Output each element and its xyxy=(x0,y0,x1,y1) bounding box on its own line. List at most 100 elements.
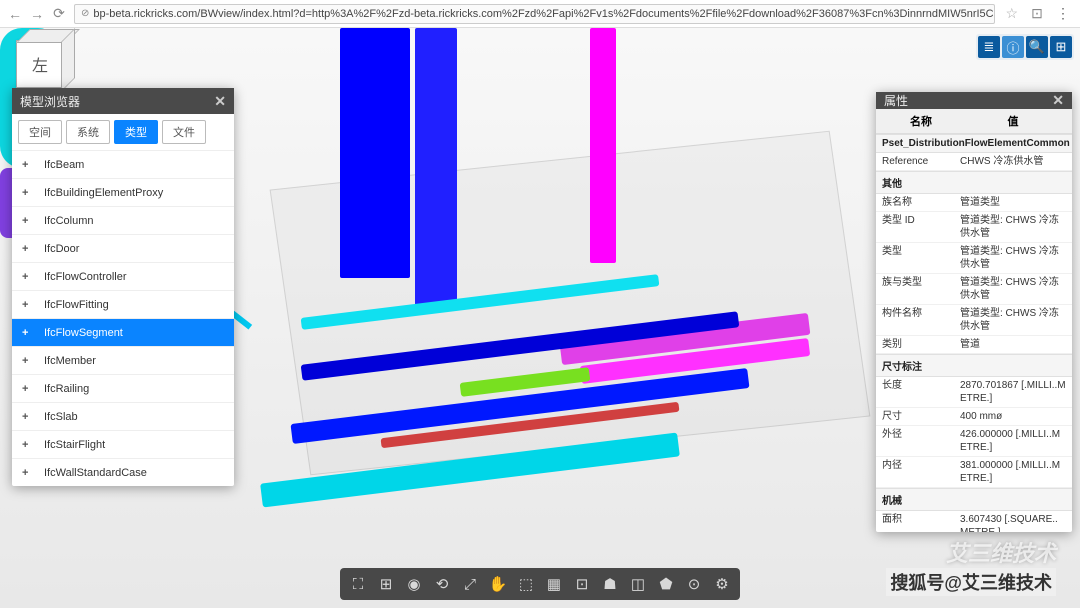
property-section: 尺寸标注 xyxy=(876,354,1072,377)
expand-icon[interactable]: + xyxy=(22,439,36,451)
property-key: 类型 xyxy=(882,245,960,271)
list-item[interactable]: + IfcBuildingElementProxy xyxy=(12,178,234,206)
list-item[interactable]: + IfcFlowController xyxy=(12,262,234,290)
measure-button[interactable]: ⊞ xyxy=(1050,36,1072,58)
tool-button-9[interactable]: ☗ xyxy=(598,572,622,596)
property-row: 类别管道 xyxy=(876,336,1072,354)
col-name: 名称 xyxy=(882,113,960,129)
expand-icon[interactable]: + xyxy=(22,467,36,479)
property-section: 机械 xyxy=(876,488,1072,511)
list-item-label: IfcFlowSegment xyxy=(44,327,123,339)
list-item[interactable]: + IfcStairFlight xyxy=(12,430,234,458)
tab-类型[interactable]: 类型 xyxy=(114,120,158,144)
expand-icon[interactable]: + xyxy=(22,383,36,395)
tool-button-11[interactable]: ⬟ xyxy=(654,572,678,596)
tool-button-7[interactable]: ▦ xyxy=(542,572,566,596)
list-item-label: IfcBeam xyxy=(44,159,84,171)
list-item[interactable]: +IfcColumn xyxy=(12,206,234,234)
property-value: 管道类型: CHWS 冷冻供水管 xyxy=(960,276,1066,302)
property-row: 族名称管道类型 xyxy=(876,194,1072,212)
extension-icon[interactable]: ⊡ xyxy=(1028,5,1046,23)
tool-button-4[interactable]: ⤢ xyxy=(458,572,482,596)
property-value: 3.607430 [.SQUARE..METRE.] xyxy=(960,513,1066,532)
model-browser-tabs: 空间系统类型文件 xyxy=(12,114,234,150)
list-item-label: IfcFlowController xyxy=(44,271,127,283)
top-toolbar: ≣ ⓘ 🔍 ⊞ xyxy=(976,34,1074,60)
browser-menu-icon[interactable]: ⋮ xyxy=(1052,5,1074,22)
url-text: bp-beta.rickricks.com/BWview/index.html?… xyxy=(93,8,995,20)
search-button[interactable]: 🔍 xyxy=(1026,36,1048,58)
list-item[interactable]: + IfcFlowFitting xyxy=(12,290,234,318)
expand-icon[interactable]: + xyxy=(22,243,36,255)
list-item[interactable]: + IfcFlowSegment xyxy=(12,318,234,346)
view-cube[interactable]: 左 xyxy=(16,40,64,88)
tool-button-0[interactable]: ⛶ xyxy=(346,572,370,596)
watermark-text: 搜狐号@艾三维技术 xyxy=(886,568,1056,596)
expand-icon[interactable]: + xyxy=(22,215,36,227)
property-value: 管道类型: CHWS 冷冻供水管 xyxy=(960,214,1066,240)
view-cube-face: 左 xyxy=(32,52,48,76)
expand-icon[interactable]: + xyxy=(22,271,36,283)
property-key: 面积 xyxy=(882,513,960,532)
list-item-label: IfcStairFlight xyxy=(44,439,105,451)
tool-button-12[interactable]: ⊙ xyxy=(682,572,706,596)
list-item[interactable]: +IfcRailing xyxy=(12,374,234,402)
bookmark-icon[interactable]: ☆ xyxy=(1001,5,1022,22)
tool-button-3[interactable]: ⟲ xyxy=(430,572,454,596)
expand-icon[interactable]: + xyxy=(22,327,36,339)
list-item[interactable]: +IfcMember xyxy=(12,346,234,374)
tool-button-10[interactable]: ◫ xyxy=(626,572,650,596)
tool-button-1[interactable]: ⊞ xyxy=(374,572,398,596)
property-key: 族名称 xyxy=(882,196,960,209)
expand-icon[interactable]: + xyxy=(22,187,36,199)
property-key: 外径 xyxy=(882,428,960,454)
tab-空间[interactable]: 空间 xyxy=(18,120,62,144)
tool-button-13[interactable]: ⚙ xyxy=(710,572,734,596)
forward-button[interactable]: → xyxy=(28,5,46,23)
properties-body[interactable]: Pset_DistributionFlowElementCommonRefere… xyxy=(876,134,1072,532)
tab-文件[interactable]: 文件 xyxy=(162,120,206,144)
model-browser-header[interactable]: 模型浏览器 ✕ xyxy=(12,88,234,114)
expand-icon[interactable]: + xyxy=(22,159,36,171)
list-item[interactable]: + IfcBeam xyxy=(12,150,234,178)
expand-icon[interactable]: + xyxy=(22,355,36,367)
property-row: 族与类型管道类型: CHWS 冷冻供水管 xyxy=(876,274,1072,305)
property-value: 管道类型: CHWS 冷冻供水管 xyxy=(960,307,1066,333)
close-icon[interactable]: ✕ xyxy=(1052,92,1064,109)
properties-header[interactable]: 属性 ✕ xyxy=(876,92,1072,109)
tree-toggle-button[interactable]: ≣ xyxy=(978,36,1000,58)
property-value: 426.000000 [.MILLI..METRE.] xyxy=(960,428,1066,454)
close-icon[interactable]: ✕ xyxy=(214,93,226,110)
property-section: Pset_DistributionFlowElementCommon xyxy=(876,134,1072,153)
property-row: 类型管道类型: CHWS 冷冻供水管 xyxy=(876,243,1072,274)
property-value: 管道类型 xyxy=(960,196,1066,209)
property-row: 尺寸400 mmø xyxy=(876,408,1072,426)
expand-icon[interactable]: + xyxy=(22,299,36,311)
info-button[interactable]: ⓘ xyxy=(1002,36,1024,58)
list-item-label: IfcDoor xyxy=(44,243,79,255)
tab-系统[interactable]: 系统 xyxy=(66,120,110,144)
property-row: 面积3.607430 [.SQUARE..METRE.] xyxy=(876,511,1072,532)
tool-button-5[interactable]: ✋ xyxy=(486,572,510,596)
property-value: 381.000000 [.MILLI..METRE.] xyxy=(960,459,1066,485)
properties-column-header: 名称 值 xyxy=(876,109,1072,134)
list-item[interactable]: +IfcSlab xyxy=(12,402,234,430)
property-row: 内径381.000000 [.MILLI..METRE.] xyxy=(876,457,1072,488)
url-input[interactable]: ⊘ bp-beta.rickricks.com/BWview/index.htm… xyxy=(74,4,995,24)
watermark-logo: 艾三维技术 xyxy=(946,536,1056,568)
tool-button-6[interactable]: ⬚ xyxy=(514,572,538,596)
viewport-3d[interactable]: 左 ≣ ⓘ 🔍 ⊞ 模型浏览器 ✕ 空间系统类型文件 +IfcBeam+IfcB… xyxy=(0,28,1080,608)
list-item[interactable]: + IfcDoor xyxy=(12,234,234,262)
list-item-label: IfcFlowFitting xyxy=(44,299,109,311)
tool-button-8[interactable]: ⊡ xyxy=(570,572,594,596)
col-value: 值 xyxy=(960,113,1066,129)
list-item[interactable]: +IfcWallStandardCase xyxy=(12,458,234,486)
list-item-label: IfcBuildingElementProxy xyxy=(44,187,163,199)
property-key: 构件名称 xyxy=(882,307,960,333)
tool-button-2[interactable]: ◉ xyxy=(402,572,426,596)
reload-button[interactable]: ⟳ xyxy=(50,5,68,23)
expand-icon[interactable]: + xyxy=(22,411,36,423)
model-browser-title: 模型浏览器 xyxy=(20,93,80,110)
back-button[interactable]: ← xyxy=(6,5,24,23)
properties-title: 属性 xyxy=(884,92,908,109)
